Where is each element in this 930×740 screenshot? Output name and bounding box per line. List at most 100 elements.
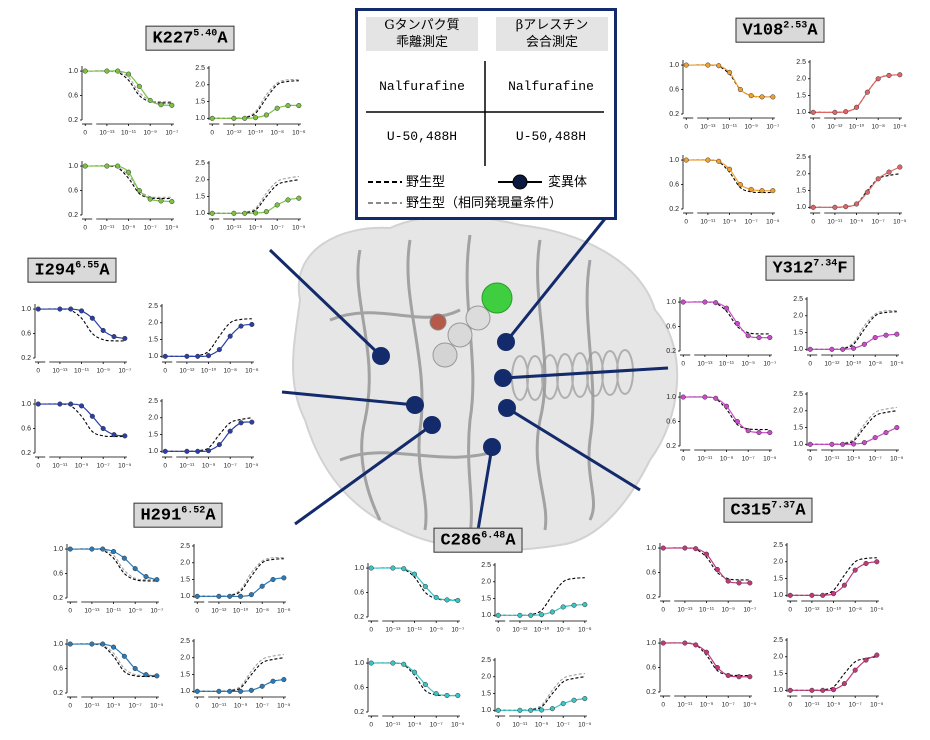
mutation: A bbox=[217, 29, 227, 48]
data-point bbox=[768, 335, 773, 340]
data-point bbox=[282, 677, 287, 682]
data-point bbox=[115, 164, 120, 169]
data-point bbox=[735, 419, 740, 424]
x-tick-label: 10⁻⁶ bbox=[870, 607, 884, 614]
y-tick-label: 0.6 bbox=[666, 323, 676, 330]
data-point bbox=[749, 187, 754, 192]
y-tick-label: 0.2 bbox=[666, 443, 676, 450]
y-tick-label: 2.5 bbox=[481, 562, 491, 569]
y-tick-label: 0.6 bbox=[53, 665, 63, 672]
data-point bbox=[264, 113, 269, 118]
data-point bbox=[412, 572, 417, 577]
data-point bbox=[68, 402, 73, 407]
x-tick-label: 10⁻⁹ bbox=[720, 456, 734, 463]
y-tick-label: 1.0 bbox=[148, 448, 158, 455]
data-point bbox=[875, 653, 880, 658]
x-tick-label: 10⁻¹¹ bbox=[827, 219, 843, 226]
data-point bbox=[684, 63, 689, 68]
residue: I294 bbox=[34, 261, 75, 280]
data-point bbox=[112, 334, 117, 339]
wild-type-curve bbox=[498, 677, 585, 711]
data-point bbox=[90, 642, 95, 647]
data-point bbox=[401, 662, 406, 667]
x-tick-label: 10⁻⁸ bbox=[556, 627, 570, 634]
data-point bbox=[539, 612, 544, 617]
data-point bbox=[854, 202, 859, 207]
mutant-title: Y3127.34F bbox=[765, 256, 854, 281]
x-tick-label: 10⁻⁸ bbox=[255, 608, 269, 615]
x-tick-label: 10⁻⁵ bbox=[277, 703, 291, 710]
figure: 0.20.61.0010⁻¹³10⁻¹¹10⁻⁹10⁻⁷1.01.52.02.5… bbox=[0, 0, 930, 740]
y-tick-label: 0.2 bbox=[646, 689, 656, 696]
data-point bbox=[737, 581, 742, 586]
y-tick-label: 2.0 bbox=[195, 177, 205, 184]
wild-type-curve bbox=[810, 411, 897, 445]
y-tick-label: 1.0 bbox=[669, 157, 679, 164]
y-tick-label: 1.0 bbox=[666, 394, 676, 401]
x-tick-label: 10⁻¹¹ bbox=[121, 130, 137, 137]
x-tick-label: 10⁻⁹ bbox=[202, 463, 216, 470]
y-tick-label: 1.0 bbox=[646, 640, 656, 647]
x-tick-label: 10⁻⁵ bbox=[743, 702, 757, 709]
data-point bbox=[771, 188, 776, 193]
mutation: A bbox=[205, 506, 215, 525]
mutation: A bbox=[807, 21, 817, 40]
wild-type-curve bbox=[371, 663, 458, 696]
data-point bbox=[239, 324, 244, 329]
data-point bbox=[528, 708, 533, 713]
x-tick-label: 10⁻¹³ bbox=[385, 627, 401, 634]
y-tick-label: 2.0 bbox=[793, 313, 803, 320]
ballesteros: 6.48 bbox=[481, 531, 505, 542]
data-point bbox=[887, 170, 892, 175]
y-tick-label: 2.0 bbox=[481, 674, 491, 681]
x-tick-label: 10⁻⁹ bbox=[96, 368, 110, 375]
data-point bbox=[788, 593, 793, 598]
x-tick-label: 10⁻⁹ bbox=[128, 608, 142, 615]
data-point bbox=[239, 421, 244, 426]
wild-type-curve bbox=[683, 397, 770, 430]
data-point bbox=[297, 103, 302, 108]
data-point bbox=[706, 63, 711, 68]
x-tick-label: 0 bbox=[163, 463, 167, 470]
ballesteros: 7.37 bbox=[771, 501, 795, 512]
data-point bbox=[820, 688, 825, 693]
x-tick-label: 0 bbox=[661, 702, 665, 709]
data-point bbox=[253, 115, 258, 120]
data-point bbox=[68, 642, 73, 647]
y-tick-label: 2.0 bbox=[195, 82, 205, 89]
y-tick-label: 1.0 bbox=[180, 593, 190, 600]
y-tick-label: 1.5 bbox=[148, 431, 158, 438]
data-point bbox=[716, 159, 721, 164]
x-tick-label: 10⁻⁷ bbox=[224, 463, 238, 470]
x-tick-label: 0 bbox=[661, 607, 665, 614]
data-point bbox=[83, 69, 88, 74]
data-point bbox=[126, 72, 131, 77]
y-tick-label: 0.2 bbox=[53, 595, 63, 602]
y-tick-label: 2.5 bbox=[195, 65, 205, 72]
mini-plot: 0.20.61.0010⁻¹¹10⁻⁹10⁻⁷10⁻⁵ bbox=[646, 638, 757, 709]
x-tick-label: 10⁻⁷ bbox=[144, 225, 158, 232]
y-tick-label: 0.6 bbox=[354, 684, 364, 691]
y-tick-label: 2.0 bbox=[481, 579, 491, 586]
x-tick-label: 10⁻¹¹ bbox=[804, 702, 820, 709]
data-point bbox=[887, 73, 892, 78]
mini-plot: 0.20.61.0010⁻¹³10⁻¹¹10⁻⁹10⁻⁷ bbox=[68, 66, 179, 137]
y-tick-label: 1.5 bbox=[195, 193, 205, 200]
y-tick-label: 1.0 bbox=[773, 687, 783, 694]
x-tick-label: 10⁻¹¹ bbox=[106, 608, 122, 615]
y-tick-label: 0.6 bbox=[21, 425, 31, 432]
y-tick-label: 1.0 bbox=[796, 204, 806, 211]
y-tick-label: 1.5 bbox=[148, 336, 158, 343]
x-tick-label: 10⁻⁷ bbox=[430, 722, 444, 729]
y-tick-label: 0.2 bbox=[669, 111, 679, 118]
mini-plot: 1.01.52.02.5010⁻¹²10⁻¹⁰10⁻⁸10⁻⁶ bbox=[793, 296, 904, 368]
mini-plot: 1.01.52.02.5010⁻¹¹10⁻⁹10⁻⁷10⁻⁵ bbox=[773, 637, 884, 709]
y-tick-label: 1.0 bbox=[68, 163, 78, 170]
data-point bbox=[68, 547, 73, 552]
x-tick-label: 10⁻⁹ bbox=[827, 702, 841, 709]
mini-plot: 1.01.52.02.5010⁻¹¹10⁻⁹10⁻⁷10⁻⁵ bbox=[195, 160, 306, 232]
mini-plot: 1.01.52.02.5010⁻¹¹10⁻⁹10⁻⁷10⁻⁵ bbox=[793, 391, 904, 463]
x-tick-label: 10⁻⁷ bbox=[451, 627, 465, 634]
x-tick-label: 10⁻⁷ bbox=[742, 456, 756, 463]
